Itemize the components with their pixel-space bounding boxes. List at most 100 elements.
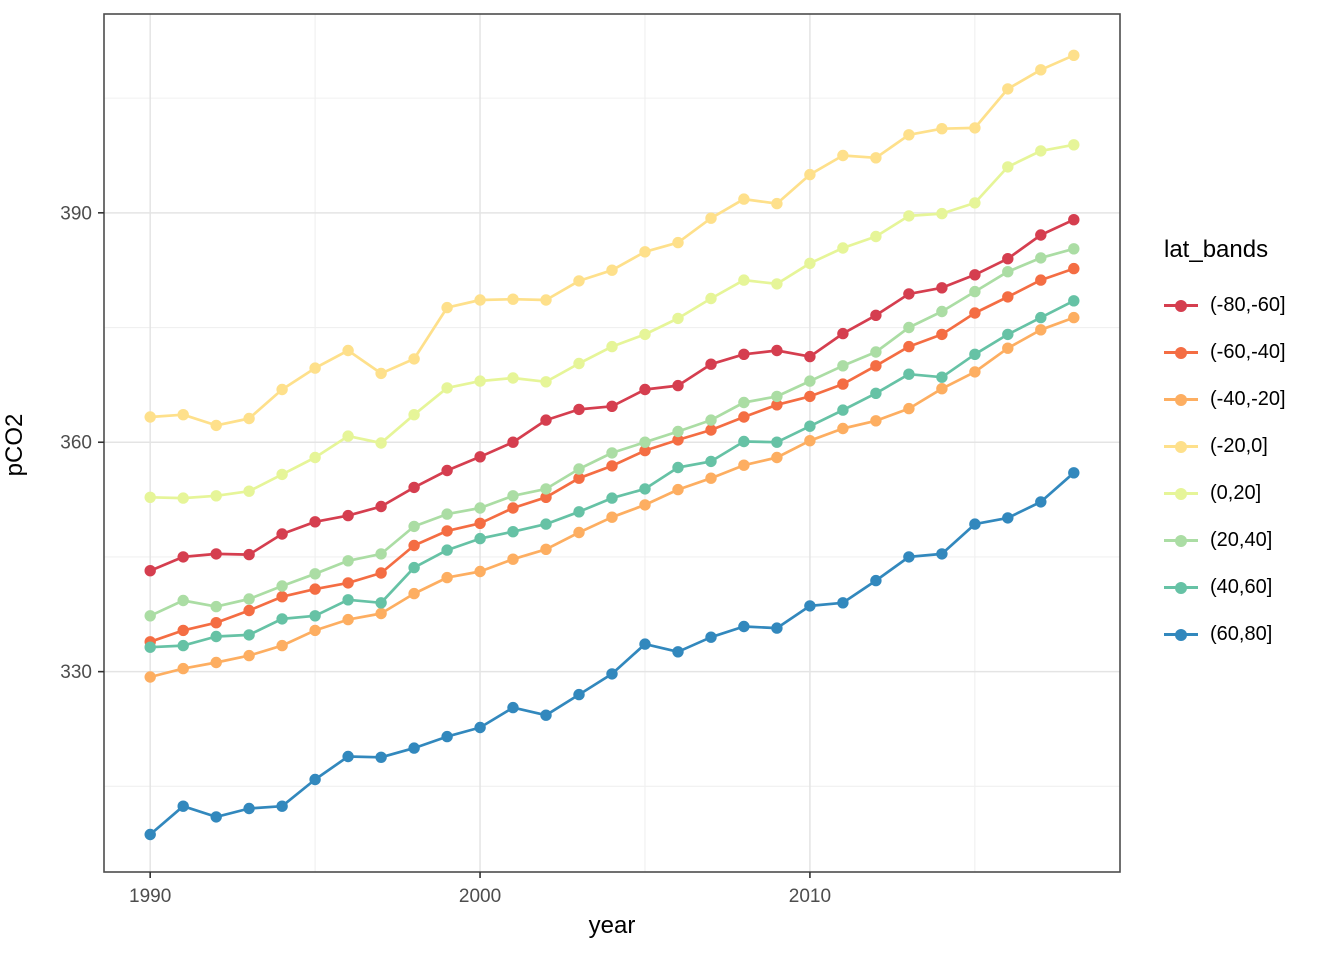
data-point	[804, 390, 816, 403]
data-point	[342, 750, 354, 763]
data-point	[144, 491, 156, 503]
data-point	[474, 721, 486, 734]
data-point	[969, 122, 981, 134]
data-point	[342, 577, 354, 589]
data-point	[1002, 291, 1014, 303]
series-(20,40]	[144, 243, 1080, 622]
data-point	[243, 485, 255, 497]
data-point	[738, 274, 750, 286]
data-point	[276, 528, 288, 540]
data-point	[309, 624, 321, 637]
data-point	[606, 447, 618, 459]
data-point	[540, 518, 552, 530]
legend-item: (0,20]	[1152, 470, 1342, 517]
data-point	[936, 282, 948, 294]
legend-label: (-20,0]	[1210, 435, 1268, 457]
data-point	[705, 358, 717, 370]
legend-key-icon	[1164, 626, 1198, 644]
legend-item: (60,80]	[1152, 611, 1342, 658]
data-point	[903, 551, 915, 563]
data-point	[1002, 266, 1014, 278]
data-point	[1035, 324, 1047, 336]
data-point	[1068, 311, 1080, 324]
data-point	[210, 600, 222, 613]
data-point	[672, 312, 684, 325]
data-point	[1068, 214, 1080, 226]
data-point	[144, 671, 156, 683]
data-point	[573, 526, 585, 539]
legend-key-icon	[1164, 391, 1198, 409]
data-point	[210, 419, 222, 432]
data-point	[375, 597, 387, 609]
data-point	[606, 492, 618, 504]
data-point	[441, 508, 453, 520]
data-point	[936, 123, 948, 135]
data-point	[474, 294, 486, 306]
data-point	[1035, 64, 1047, 76]
y-tick-label: 330	[60, 662, 92, 683]
data-point	[474, 375, 486, 387]
data-point	[540, 376, 552, 388]
data-point	[342, 509, 354, 522]
data-point	[870, 360, 882, 372]
data-point	[672, 434, 684, 446]
data-point	[276, 383, 288, 396]
data-point	[705, 212, 717, 224]
data-point	[639, 638, 651, 650]
data-point	[210, 811, 222, 823]
data-point	[408, 353, 420, 365]
data-point	[342, 594, 354, 606]
data-point	[474, 502, 486, 514]
data-point	[903, 368, 915, 380]
legend-title: lat_bands	[1164, 236, 1269, 263]
data-point	[672, 379, 684, 392]
data-point	[309, 610, 321, 622]
data-point	[1002, 328, 1014, 341]
data-point	[1035, 252, 1047, 264]
data-point	[672, 483, 684, 496]
data-point	[804, 420, 816, 432]
data-point	[1002, 342, 1014, 354]
data-point	[804, 375, 816, 387]
data-point	[738, 193, 750, 205]
data-point	[573, 403, 585, 416]
data-point	[243, 629, 255, 641]
data-point	[243, 412, 255, 425]
data-point	[507, 372, 519, 384]
y-axis-title: pCO2	[1, 413, 28, 477]
x-tick-label: 1990	[129, 886, 171, 907]
data-point	[507, 436, 519, 448]
legend-label: (20,40]	[1210, 529, 1273, 551]
data-point	[1002, 161, 1014, 173]
data-point	[606, 511, 618, 523]
gridlines-minor	[104, 14, 1120, 872]
data-point	[705, 472, 717, 484]
data-point	[375, 567, 387, 579]
data-point	[738, 396, 750, 409]
data-point	[639, 436, 651, 448]
data-point	[804, 168, 816, 181]
data-point	[837, 149, 849, 162]
data-point	[639, 499, 651, 511]
series-(60,80]	[144, 467, 1080, 841]
data-point	[969, 348, 981, 360]
series-(-20,0]	[144, 49, 1080, 432]
data-point	[276, 580, 288, 592]
legend-key-icon	[1164, 344, 1198, 362]
data-point	[408, 742, 420, 754]
data-point	[639, 246, 651, 258]
data-point	[276, 468, 288, 481]
data-point	[672, 646, 684, 658]
data-point	[705, 455, 717, 468]
data-point	[870, 574, 882, 587]
data-point	[870, 230, 882, 243]
legend-item: (40,60]	[1152, 564, 1342, 611]
data-point	[243, 604, 255, 617]
data-point	[1002, 253, 1014, 265]
legend-label: (-60,-40]	[1210, 341, 1286, 363]
data-point	[639, 383, 651, 396]
data-point	[639, 444, 651, 457]
data-point	[144, 641, 156, 653]
data-point	[771, 451, 783, 464]
